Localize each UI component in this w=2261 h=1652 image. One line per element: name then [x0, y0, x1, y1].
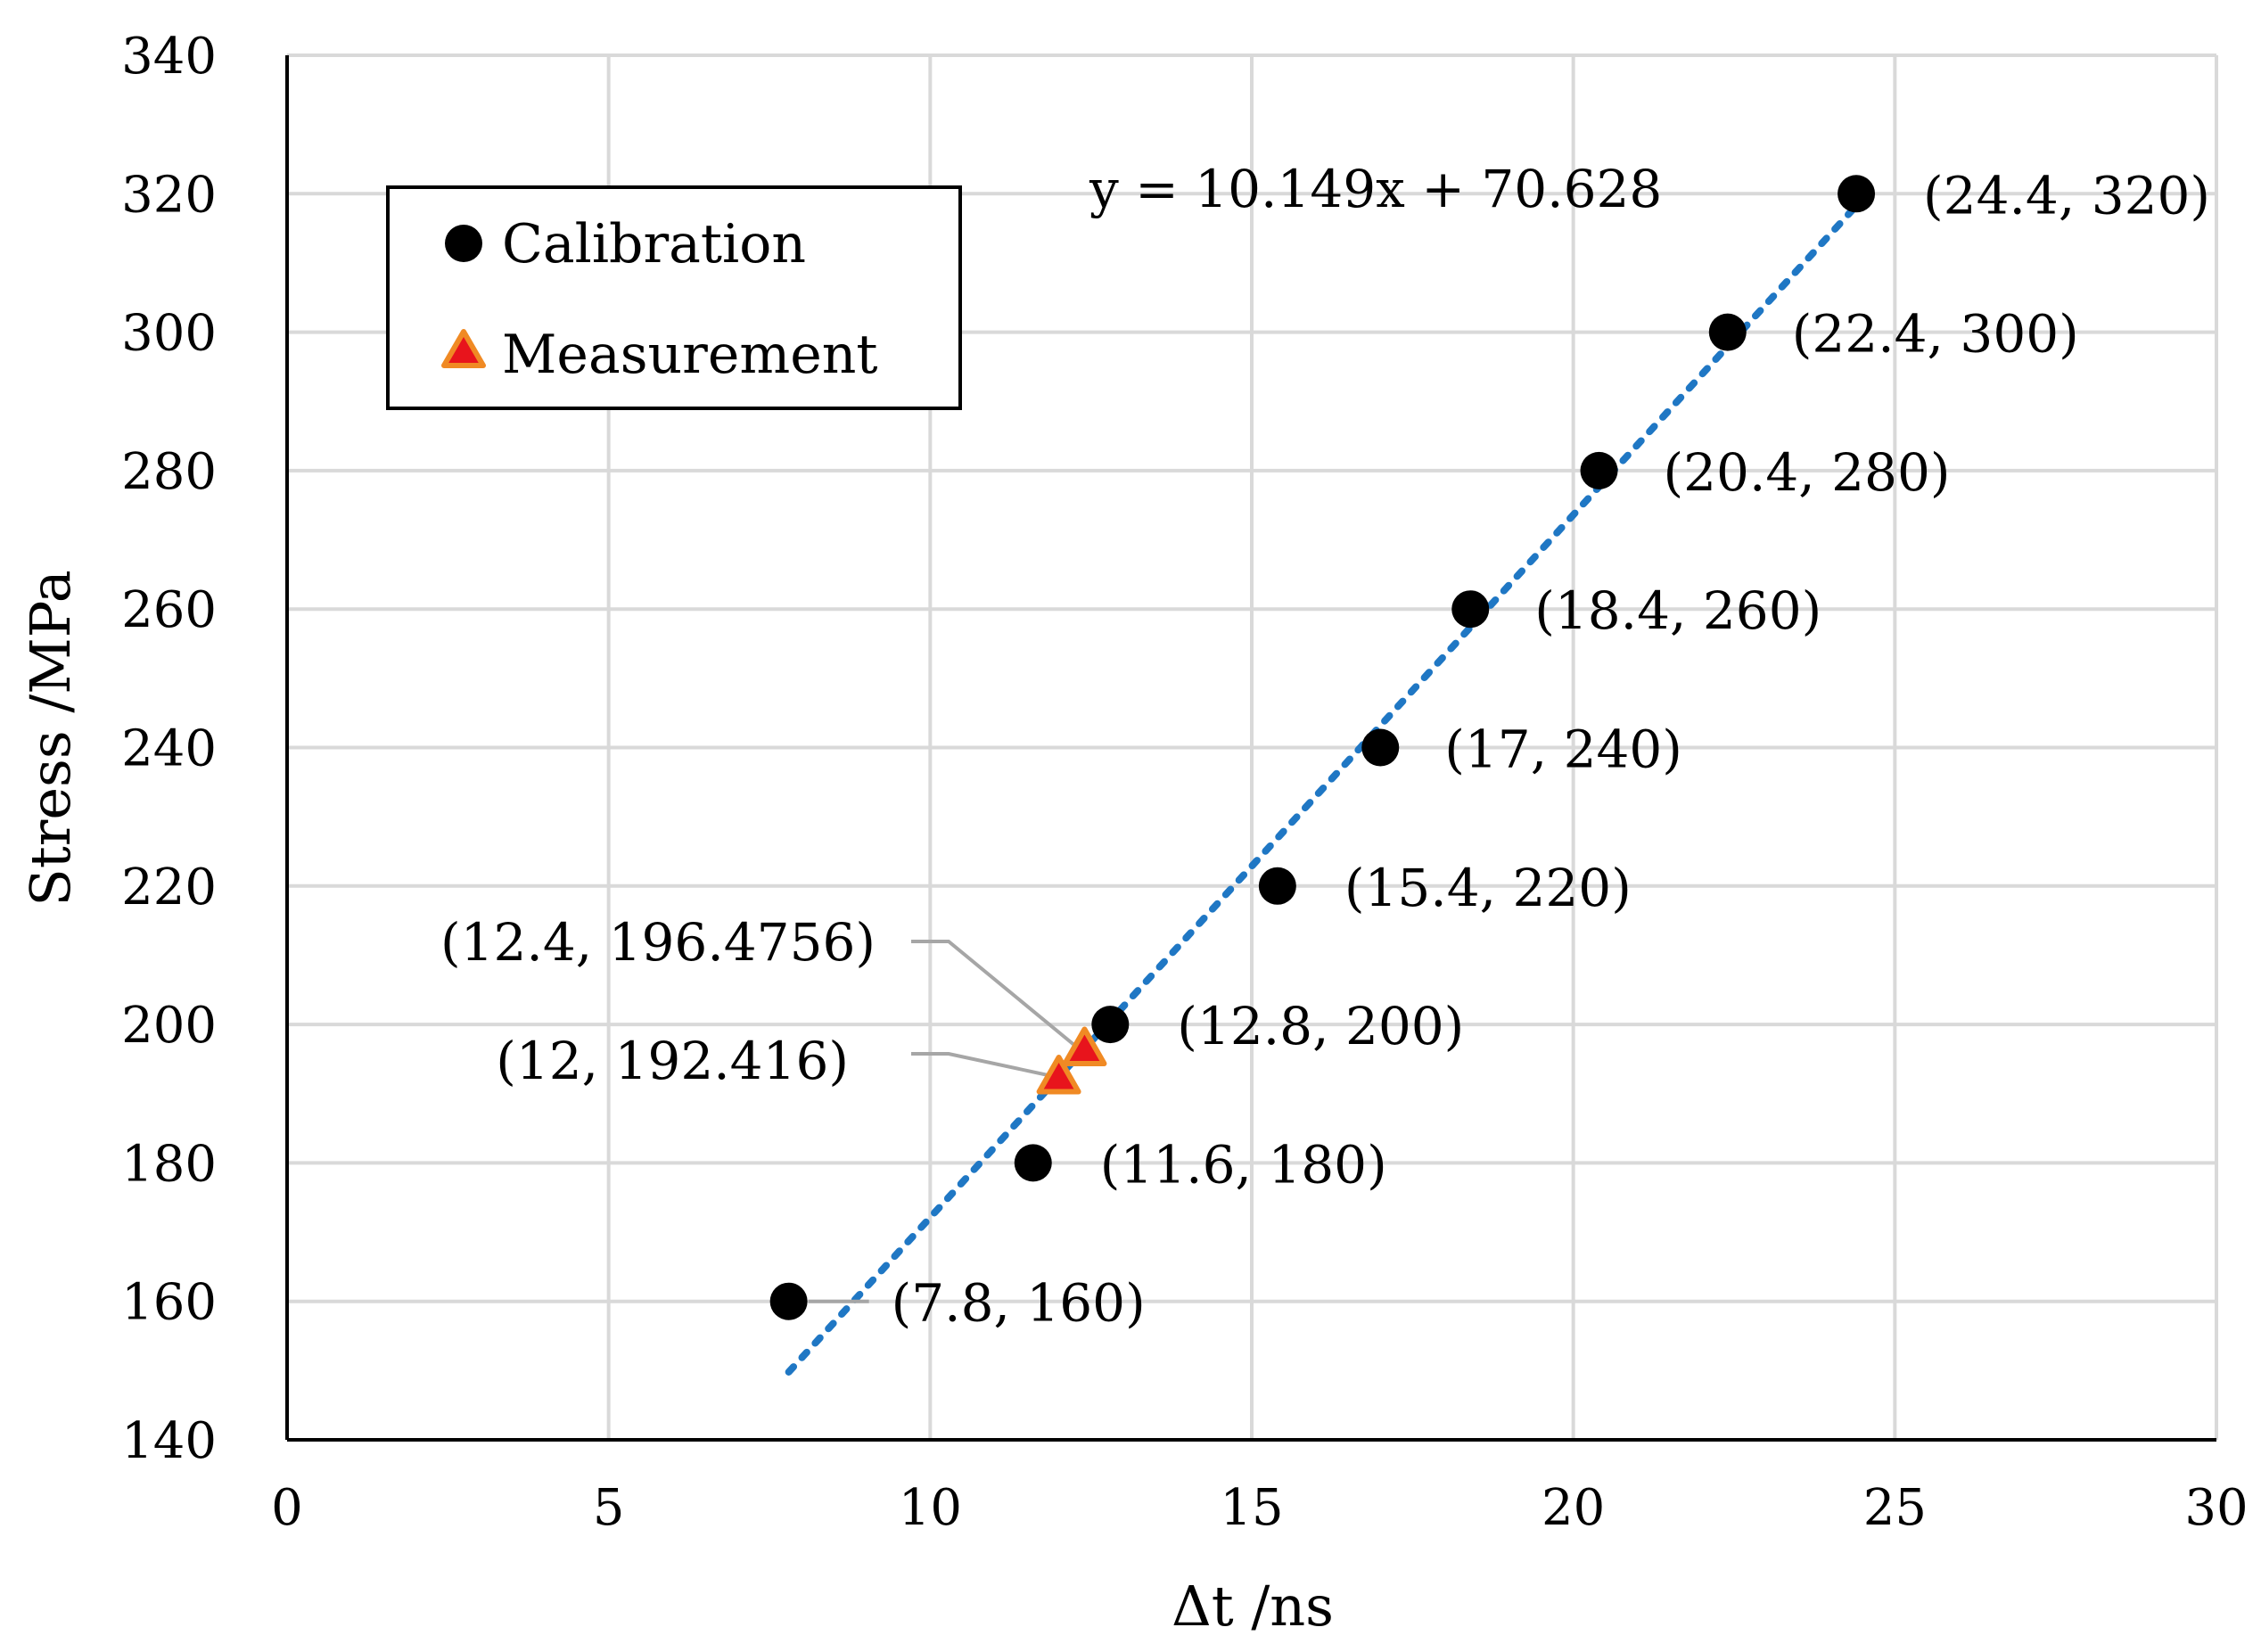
calibration-point: [1361, 728, 1400, 767]
calibration-point: [1258, 867, 1296, 905]
calibration-point: [1708, 313, 1747, 351]
axes: [285, 55, 2216, 1442]
leader-line-measurement-1: [911, 940, 1082, 1052]
x-axis-title: Δt /ns: [1172, 1574, 1334, 1639]
label-leader-lines: [808, 940, 1082, 1303]
trendline-group: [785, 201, 1861, 1376]
calibration-point: [1580, 451, 1618, 489]
y-tick-label: 220: [121, 859, 217, 916]
calibration-point: [769, 1282, 808, 1320]
legend: Calibration Measurement: [386, 185, 962, 410]
y-tick-label: 300: [121, 305, 217, 363]
legend-measurement-label: Measurement: [502, 324, 878, 386]
x-tick-label: 20: [1542, 1479, 1605, 1537]
calibration-point: [1838, 175, 1876, 213]
legend-measurement-marker: [441, 329, 486, 368]
calibration-point-label: (24.4, 320): [1923, 165, 2210, 226]
measurement-point-label: (12.4, 196.4756): [440, 912, 876, 973]
data-labels: (7.8, 160) (11.6, 180) (12.8, 200) (15.4, 2…: [440, 165, 2210, 1333]
calibration-point-label: (18.4, 260): [1534, 580, 1821, 641]
calibration-point-label: (11.6, 180): [1100, 1134, 1387, 1195]
calibration-point-label: (20.4, 280): [1664, 442, 1951, 503]
calibration-point: [1091, 1006, 1130, 1044]
calibration-point-label: (17, 240): [1444, 719, 1682, 780]
x-tick-label: 5: [593, 1479, 625, 1537]
leader-line-measurement-0: [911, 1052, 1065, 1081]
data-points: [769, 175, 1876, 1320]
trendline-equation: y = 10.149x + 70.628: [1089, 159, 1662, 219]
y-tick-label: 160: [121, 1274, 217, 1332]
x-tick-label: 10: [899, 1479, 962, 1537]
y-tick-label: 240: [121, 720, 217, 778]
legend-calibration-marker: [445, 225, 482, 262]
x-tick-label: 0: [271, 1479, 303, 1537]
y-tick-label: 320: [121, 166, 217, 224]
legend-calibration-label: Calibration: [502, 213, 806, 275]
measurement-point: [1036, 1054, 1081, 1095]
x-tick-label: 15: [1220, 1479, 1283, 1537]
y-tick-label: 280: [121, 443, 217, 501]
calibration-point-label: (22.4, 300): [1792, 304, 2079, 365]
y-axis-title: Stress /MPa: [18, 570, 83, 906]
y-tick-label: 140: [121, 1412, 217, 1470]
calibration-point-label: (15.4, 220): [1344, 858, 1632, 918]
y-tick-label: 340: [121, 28, 217, 86]
y-tick-label: 200: [121, 997, 217, 1055]
calibration-point-label: (12.8, 200): [1177, 996, 1464, 1056]
legend-box: [386, 185, 962, 410]
calibration-point: [1014, 1144, 1052, 1182]
calibration-point: [1451, 590, 1490, 629]
trendline: [785, 201, 1861, 1376]
x-tick-label: 30: [2184, 1479, 2248, 1537]
measurement-point-label: (12, 192.416): [496, 1031, 849, 1091]
y-tick-label: 180: [121, 1135, 217, 1193]
measurement-point: [1062, 1026, 1107, 1066]
y-tick-label: 260: [121, 581, 217, 639]
calibration-point-label: (7.8, 160): [892, 1273, 1146, 1334]
tick-labels: 0 5 10 15 20 25 30 140 160 180 200 220 240 260 280 300 3…: [121, 28, 2249, 1537]
x-tick-label: 25: [1863, 1479, 1927, 1537]
gridlines: [287, 53, 2218, 1440]
